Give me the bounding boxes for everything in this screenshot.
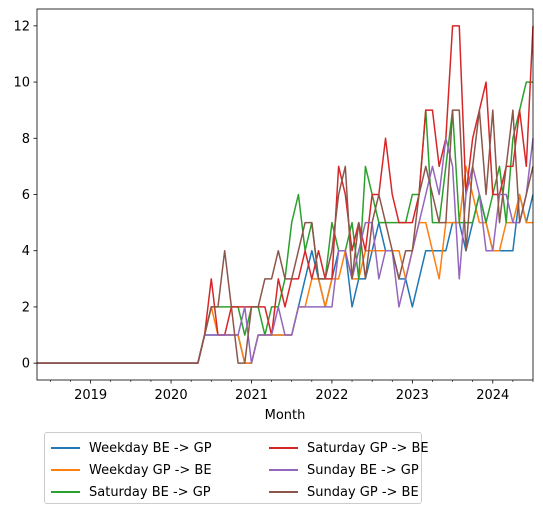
legend-swatch xyxy=(51,469,80,471)
legend-item: Saturday GP -> BE xyxy=(269,437,429,459)
legend-item: Saturday BE -> GP xyxy=(51,481,269,503)
legend-label: Sunday GP -> BE xyxy=(307,484,419,500)
y-tick-label: 2 xyxy=(22,300,30,315)
y-tick-label: 8 xyxy=(22,132,30,147)
legend-swatch xyxy=(269,447,298,449)
x-axis: 2019 2020 2021 2022 2023 2024 xyxy=(50,380,534,403)
legend-label: Sunday BE -> GP xyxy=(307,462,419,478)
legend-label: Weekday GP -> BE xyxy=(89,462,212,478)
series-layer xyxy=(37,25,534,364)
y-tick-label: 4 xyxy=(22,244,30,259)
legend-label: Saturday GP -> BE xyxy=(307,440,429,456)
legend-item: Sunday BE -> GP xyxy=(269,459,429,481)
plot-frame xyxy=(36,8,534,381)
legend-label: Saturday BE -> GP xyxy=(89,484,211,500)
legend-swatch xyxy=(51,447,80,449)
series-line-5 xyxy=(37,109,534,364)
legend-item: Weekday GP -> BE xyxy=(51,459,269,481)
x-tick-label: 2020 xyxy=(155,388,188,403)
legend-label: Weekday BE -> GP xyxy=(89,440,212,456)
series-line-3 xyxy=(37,25,534,364)
y-axis: 0 2 4 6 8 10 12 xyxy=(13,19,37,372)
legend: Weekday BE -> GP Weekday GP -> BE Saturday… xyxy=(44,432,429,504)
x-axis-label: Month xyxy=(265,408,306,423)
y-tick-label: 12 xyxy=(13,19,30,34)
x-tick-label: 2024 xyxy=(476,388,509,403)
legend-swatch xyxy=(269,491,298,493)
legend-item: Sunday GP -> BE xyxy=(269,481,429,503)
series-line-4 xyxy=(37,137,534,364)
x-tick-label: 2021 xyxy=(235,388,268,403)
x-tick-label: 2019 xyxy=(74,388,107,403)
x-tick-label: 2023 xyxy=(396,388,429,403)
legend-item: Weekday BE -> GP xyxy=(51,437,269,459)
series-line-2 xyxy=(37,81,533,364)
y-tick-label: 6 xyxy=(22,188,30,203)
x-tick-label: 2022 xyxy=(315,388,348,403)
y-tick-label: 10 xyxy=(13,76,30,91)
legend-swatch xyxy=(51,491,80,493)
legend-swatch xyxy=(269,469,298,471)
y-tick-label: 0 xyxy=(22,357,30,372)
